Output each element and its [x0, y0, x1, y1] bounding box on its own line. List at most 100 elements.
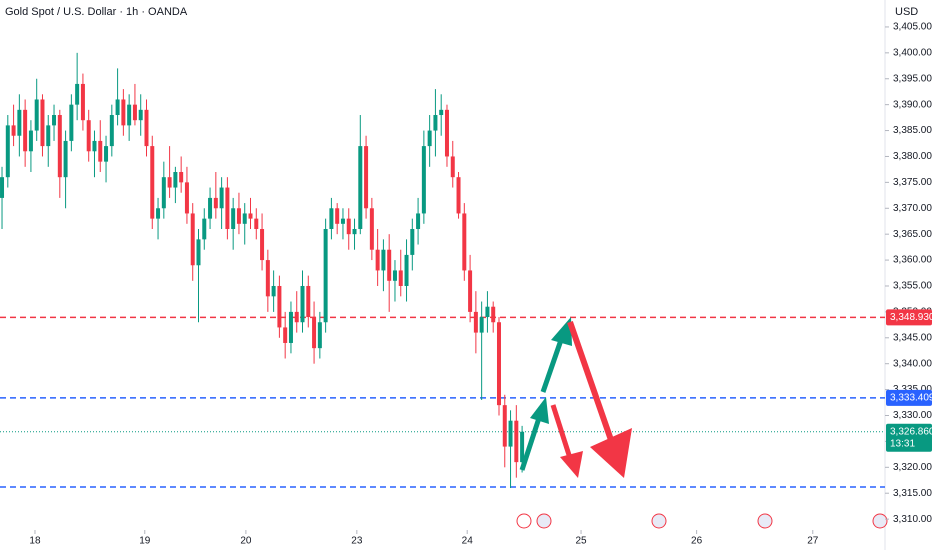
price-badge: [886, 309, 932, 326]
candle-body: [57, 115, 62, 178]
candle-body: [219, 187, 224, 209]
event-icon: [536, 513, 552, 529]
candle-body: [5, 125, 10, 178]
y-tick-label: 3,315.000: [893, 488, 932, 499]
candle-body: [231, 208, 236, 229]
y-tick-label: 3,345.000: [893, 332, 932, 343]
candle-body: [98, 140, 103, 162]
candle-body: [335, 208, 340, 224]
candle-body: [132, 104, 137, 121]
red-arrow-head: [560, 451, 583, 478]
candle-body: [23, 109, 28, 152]
candle-body: [439, 109, 444, 116]
event-icon: [516, 513, 532, 529]
candle-body: [34, 99, 39, 131]
candle-body: [242, 213, 247, 224]
event-icon: [872, 513, 888, 529]
candle-body: [213, 197, 218, 209]
y-tick-label: 3,375.000: [893, 177, 932, 188]
candle-body: [456, 177, 461, 214]
green-arrow-head: [530, 397, 549, 424]
candle-body: [167, 177, 172, 188]
event-icon: [757, 513, 773, 529]
y-tick-label: 3,365.000: [893, 229, 932, 240]
x-tick-label: 19: [139, 536, 151, 547]
x-tick-label: 23: [351, 536, 363, 547]
y-tick-label: 3,340.000: [893, 358, 932, 369]
chart-title: Gold Spot / U.S. Dollar · 1h · OANDA: [5, 6, 188, 18]
currency: USD: [895, 6, 918, 18]
candle-body: [364, 146, 369, 209]
candle-body: [444, 109, 449, 157]
candle-body: [433, 115, 438, 131]
y-tick-label: 3,330.000: [893, 410, 932, 421]
candle-body: [184, 182, 189, 214]
y-tick-label: 3,360.000: [893, 255, 932, 266]
candle-body: [86, 120, 91, 152]
candle-body: [0, 177, 5, 198]
candle-body: [375, 249, 380, 271]
candle-body: [40, 99, 45, 147]
candle-body: [398, 270, 403, 286]
price-badge-label: 3,348.930: [890, 312, 932, 323]
candle-body: [312, 317, 317, 349]
candle-body: [450, 156, 455, 178]
candle-body: [156, 208, 161, 219]
candle-body: [387, 249, 392, 281]
candle-body: [127, 104, 132, 126]
candle-body: [17, 109, 22, 136]
candle-body: [508, 420, 513, 447]
candle-body: [514, 420, 519, 463]
candle-body: [410, 228, 415, 255]
candle-body: [352, 228, 357, 235]
candle-body: [173, 172, 178, 188]
candle-body: [491, 306, 496, 323]
candle-body: [28, 130, 33, 152]
x-tick-label: 26: [691, 536, 703, 547]
x-tick-label: 27: [807, 536, 819, 547]
candle-body: [144, 109, 149, 147]
candle-body: [109, 115, 114, 147]
candle-body: [63, 140, 68, 178]
x-tick-label: 25: [575, 536, 587, 547]
candle-body: [323, 228, 328, 323]
candle-body: [121, 99, 126, 126]
candle-body: [202, 218, 207, 240]
y-tick-label: 3,310.000: [893, 514, 932, 525]
candle-body: [479, 317, 484, 333]
candle-body: [473, 311, 478, 333]
candle-body: [294, 311, 299, 323]
candle-body: [288, 311, 293, 343]
y-tick-label: 3,380.000: [893, 151, 932, 162]
candle-body: [520, 431, 525, 463]
y-tick-label: 3,335.000: [893, 384, 932, 395]
candle-body: [416, 213, 421, 229]
candle-body: [271, 285, 276, 297]
y-tick-label: 3,400.000: [893, 47, 932, 58]
green-arrow-head: [551, 317, 572, 346]
candle-body: [421, 146, 426, 214]
candle-body: [358, 146, 363, 229]
candle-body: [502, 405, 507, 447]
candle-body: [196, 239, 201, 266]
candle-body: [462, 213, 467, 271]
candle-body: [75, 83, 80, 105]
candle-body: [306, 285, 311, 318]
green-arrow: [540, 339, 564, 393]
countdown-label: 13:31: [890, 438, 915, 449]
candle-body: [260, 228, 265, 261]
red-arrow-head: [590, 428, 632, 478]
candle-body: [92, 140, 97, 152]
candle-body: [340, 218, 345, 224]
candle-body: [300, 285, 305, 323]
candle-body: [427, 130, 432, 147]
candle-body: [404, 254, 409, 286]
candle-body: [208, 197, 213, 219]
candle-body: [485, 306, 490, 318]
candle-body: [104, 146, 109, 162]
y-tick-label: 3,395.000: [893, 73, 932, 84]
price-badge: [886, 423, 932, 452]
y-tick-label: 3,320.000: [893, 462, 932, 473]
candle-body: [346, 218, 351, 235]
candle-body: [161, 177, 166, 209]
